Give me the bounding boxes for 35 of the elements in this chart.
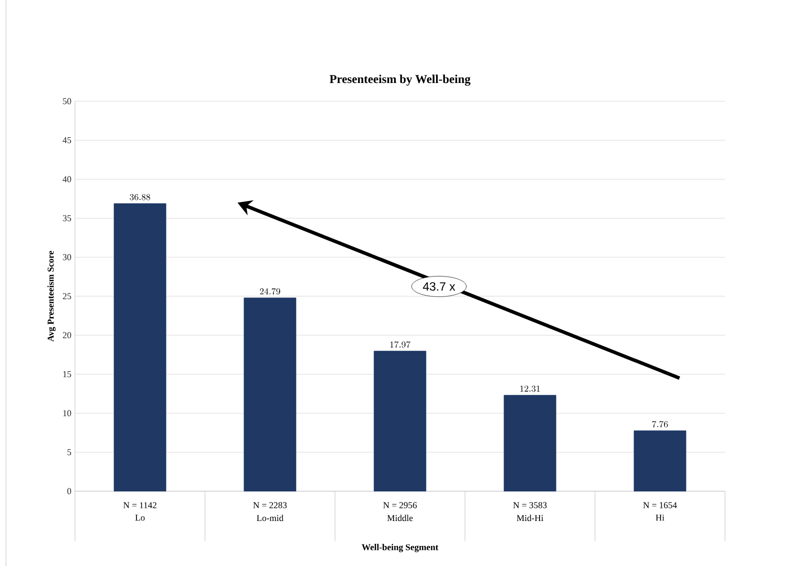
x-tick-label: Lo-mid [256,514,284,521]
text: N = 2956 [383,502,417,508]
data-label: 7.76 [652,420,668,428]
x-tick-label: Hi [656,514,664,520]
text: N = 1142 [123,502,156,508]
bar [634,430,686,492]
x-axis-title: Well-being Segment [362,544,438,552]
x-tick-label: Middle [387,514,413,521]
x-tick-label: Lo [135,514,145,521]
bar [374,350,426,492]
y-tick-label: 0 [67,488,72,494]
y-tick-label: 25 [62,292,72,300]
text: N = 3583 [513,502,547,508]
y-tick-label: 10 [63,410,72,416]
text: N = 2283 [253,502,287,508]
y-tick-label: 50 [62,98,72,104]
data-label: 17.97 [390,341,410,348]
annotation: 43.7 x [422,282,456,290]
bar [504,394,556,492]
y-tick-label: 30 [62,254,72,260]
y-axis-title: Avg Presenteeism Score [47,250,56,342]
y-tick-label: 45 [62,136,72,144]
data-label: 36.88 [130,194,150,200]
bar [244,297,296,492]
y-tick-label: 35 [62,214,72,222]
chart-title: Presenteeism by Well-being [330,74,470,86]
y-tick-label: 5 [67,449,72,455]
y-tick-label: 40 [62,176,72,182]
data-label: 12.31 [520,385,540,392]
y-tick-label: 15 [63,370,72,378]
text: N = 1654 [643,502,677,508]
data-label: 24.79 [260,288,280,294]
bar [114,203,166,492]
x-tick-label: Mid-Hi [516,514,544,521]
y-tick-label: 20 [62,332,72,338]
